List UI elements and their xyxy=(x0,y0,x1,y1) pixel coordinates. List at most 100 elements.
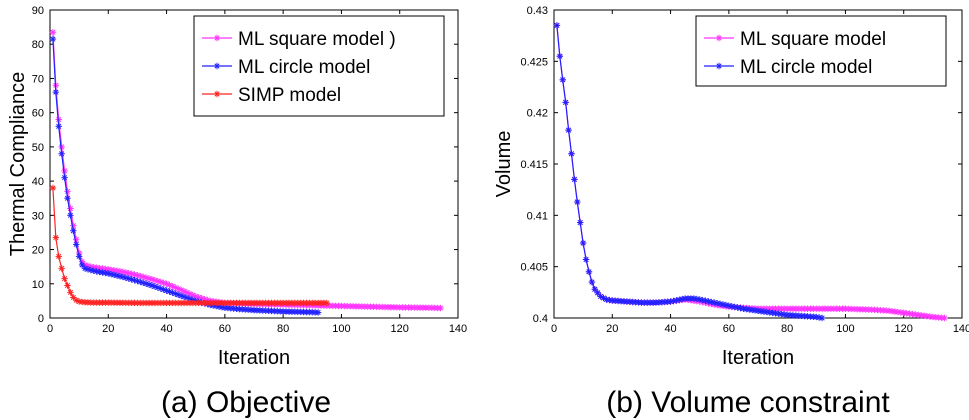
objective-x-tick-label: 140 xyxy=(449,323,467,335)
volume-series-1 xyxy=(553,22,826,322)
volume-data-point xyxy=(562,99,569,106)
objective-legend-marker xyxy=(213,90,221,98)
volume-legend-label: ML circle model xyxy=(740,57,872,78)
objective-legend-label: ML circle model xyxy=(238,57,370,78)
volume-x-tick-label: 140 xyxy=(953,323,969,335)
volume-x-tick-label: 60 xyxy=(723,323,735,335)
volume-data-point xyxy=(585,268,593,275)
objective-y-tick-label: 40 xyxy=(32,176,44,188)
objective-data-point xyxy=(64,282,71,289)
volume-y-tick-label: 0.405 xyxy=(520,262,548,274)
volume-legend: ML square model ML circle model xyxy=(695,15,947,87)
objective-y-tick-label: 80 xyxy=(32,39,44,51)
objective-data-point xyxy=(61,275,68,282)
volume-data-point xyxy=(577,219,584,226)
volume-data-point xyxy=(571,176,578,183)
objective-data-point xyxy=(314,309,322,316)
volume-data-point xyxy=(565,126,572,134)
volume-data-point xyxy=(559,76,566,84)
objective-data-point xyxy=(49,184,57,192)
objective-x-tick-label: 40 xyxy=(160,323,172,335)
volume-legend-marker xyxy=(715,34,723,42)
objective-data-point xyxy=(52,234,60,241)
volume-x-axis-label: Iteration xyxy=(722,347,794,369)
objective-data-point xyxy=(437,304,444,312)
objective-data-point xyxy=(137,278,144,286)
volume-y-tick-label: 0.41 xyxy=(527,210,548,222)
objective-y-tick-label: 50 xyxy=(32,142,44,154)
objective-x-tick-label: 20 xyxy=(102,323,114,335)
objective-data-point xyxy=(61,174,68,181)
objective-y-axis-label: Thermal Compliance xyxy=(7,72,29,257)
objective-chart: 0 20 40 60 80 100 120 140 0 10 20 30 40 50 60 70 80 90 ML … xyxy=(7,5,467,419)
objective-legend-marker xyxy=(213,34,221,42)
volume-legend-marker xyxy=(715,62,723,70)
objective-plot-area: 0 20 40 60 80 100 120 140 0 10 20 30 40 50 60 70 80 90 ML … xyxy=(32,5,467,335)
volume-x-tick-label: 120 xyxy=(895,323,913,335)
objective-data-point xyxy=(55,253,62,260)
volume-x-tick-label: 40 xyxy=(664,323,676,335)
volume-data-point xyxy=(588,278,596,286)
objective-data-point xyxy=(125,275,132,282)
objective-axes-box xyxy=(49,9,459,319)
objective-series-1 xyxy=(49,35,322,316)
volume-data-point xyxy=(941,314,948,322)
volume-y-tick-label: 0.43 xyxy=(527,5,548,17)
objective-data-point xyxy=(67,205,74,212)
volume-legend-box xyxy=(695,15,947,87)
objective-y-tick-label: 70 xyxy=(32,73,44,85)
objective-x-tick-label: 100 xyxy=(332,323,350,335)
volume-data-point xyxy=(556,53,564,60)
objective-data-point xyxy=(49,35,57,43)
objective-data-point xyxy=(55,123,62,130)
objective-series-2 xyxy=(49,184,331,307)
objective-y-tick-label: 0 xyxy=(38,313,44,325)
volume-data-point xyxy=(818,314,826,322)
volume-y-axis-label: Volume xyxy=(493,131,515,198)
objective-legend-marker xyxy=(213,62,221,70)
objective-y-tick-label: 10 xyxy=(32,279,44,291)
objective-caption: (a) Objective xyxy=(161,386,331,419)
volume-data-point xyxy=(597,293,604,300)
volume-x-tick-label: 100 xyxy=(836,323,854,335)
objective-data-point xyxy=(49,29,57,36)
volume-caption: (b) Volume constraint xyxy=(606,386,890,419)
volume-data-point xyxy=(582,256,590,263)
objective-series-line xyxy=(52,187,327,304)
volume-y-tick-label: 0.425 xyxy=(520,56,548,68)
objective-data-point xyxy=(67,289,74,296)
objective-legend-box xyxy=(193,15,445,117)
objective-x-tick-label: 120 xyxy=(391,323,409,335)
objective-data-point xyxy=(64,195,71,202)
objective-data-point xyxy=(137,272,144,280)
objective-data-point xyxy=(64,188,71,195)
objective-data-point xyxy=(75,253,83,260)
volume-y-tick-label: 0.4 xyxy=(533,313,548,325)
volume-y-tick-label: 0.415 xyxy=(520,159,548,171)
objective-x-tick-label: 0 xyxy=(47,323,53,335)
objective-legend: ML square model ) ML circle model SIMP mod… xyxy=(193,15,445,117)
objective-y-tick-label: 20 xyxy=(32,245,44,257)
objective-x-tick-label: 80 xyxy=(277,323,289,335)
objective-data-point xyxy=(58,265,65,272)
objective-data-point xyxy=(70,227,77,234)
volume-legend-label: ML square model xyxy=(740,29,886,50)
volume-chart: 0 20 40 60 80 100 120 140 0.4 0.405 0.41 0.415 0.42 0… xyxy=(493,5,969,419)
objective-y-tick-label: 90 xyxy=(32,5,44,17)
objective-x-axis-label: Iteration xyxy=(218,347,290,369)
objective-data-point xyxy=(183,294,191,302)
objective-data-point xyxy=(140,279,147,287)
objective-legend-label: SIMP model xyxy=(238,85,341,106)
volume-data-point xyxy=(553,22,561,29)
objective-legend-label: ML square model ) xyxy=(238,29,396,50)
objective-data-point xyxy=(58,150,65,157)
objective-data-point xyxy=(73,241,80,248)
objective-data-point xyxy=(157,278,164,286)
volume-data-point xyxy=(579,239,587,247)
volume-plot-area: 0 20 40 60 80 100 120 140 0.4 0.405 0.41 0.415 0.42 0… xyxy=(520,5,969,335)
volume-x-tick-label: 0 xyxy=(551,323,557,335)
objective-data-point xyxy=(323,299,331,307)
objective-data-point xyxy=(151,277,159,284)
objective-data-point xyxy=(52,88,60,96)
